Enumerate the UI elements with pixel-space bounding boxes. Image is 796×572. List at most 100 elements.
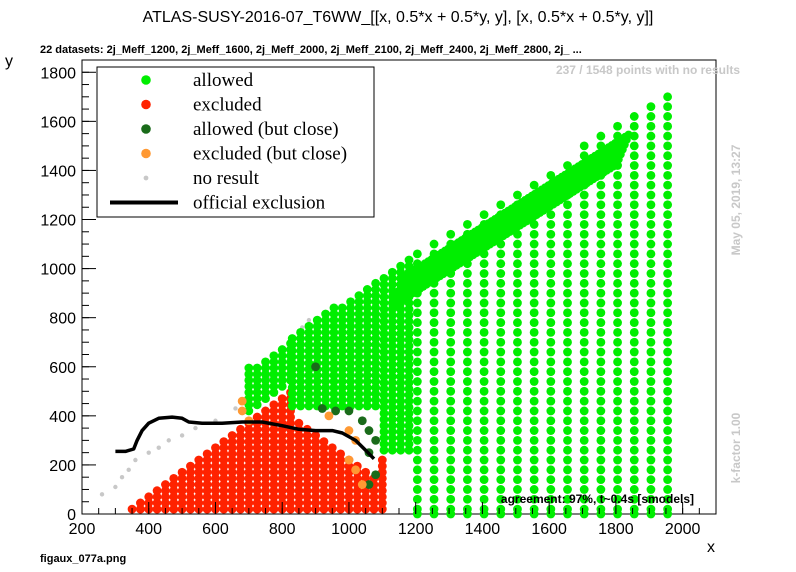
point-excluded bbox=[169, 498, 179, 508]
point-excluded bbox=[319, 443, 329, 453]
point-allowed bbox=[277, 345, 287, 354]
point-excluded bbox=[319, 449, 329, 459]
point-excluded bbox=[252, 486, 262, 496]
point-allowed bbox=[613, 229, 622, 239]
point-allowed bbox=[613, 288, 622, 298]
point-excluded bbox=[361, 467, 371, 477]
point-allowed bbox=[563, 229, 572, 239]
point-excluded bbox=[352, 474, 362, 483]
point-allowed bbox=[354, 340, 364, 350]
point-allowed bbox=[463, 367, 472, 377]
point-allowed bbox=[546, 318, 556, 327]
point-excluded bbox=[277, 443, 287, 453]
point-allowed bbox=[579, 200, 589, 210]
point-allowed bbox=[596, 259, 606, 269]
point-allowed bbox=[252, 375, 262, 385]
point-allowed bbox=[663, 170, 673, 180]
point-allowed bbox=[629, 190, 639, 200]
point-allowed bbox=[479, 259, 489, 269]
point-allowed bbox=[412, 347, 422, 357]
point-allowed bbox=[546, 435, 556, 445]
point-allowed bbox=[663, 337, 673, 347]
point-allowed bbox=[663, 298, 673, 308]
point-allowed bbox=[354, 352, 364, 362]
point-excluded bbox=[327, 474, 337, 483]
point-excluded bbox=[294, 492, 304, 502]
point-excluded bbox=[219, 449, 229, 459]
point-allowed bbox=[529, 308, 539, 318]
point-allowed bbox=[663, 328, 673, 337]
point-allowed bbox=[546, 386, 556, 396]
point-allowed bbox=[404, 366, 414, 375]
point-allowed bbox=[529, 465, 539, 475]
point-no-result bbox=[113, 484, 118, 490]
point-allowed bbox=[446, 426, 456, 435]
point-allowed bbox=[646, 180, 656, 190]
point-allowed bbox=[663, 210, 673, 220]
point-allowed bbox=[629, 220, 639, 229]
legend-marker-excluded_close bbox=[141, 148, 151, 159]
point-allowed bbox=[371, 297, 381, 307]
point-allowed bbox=[629, 318, 639, 327]
point-excluded bbox=[244, 467, 254, 477]
point-excluded bbox=[269, 504, 279, 514]
point-allowed bbox=[596, 465, 606, 475]
point-allowed bbox=[404, 433, 414, 443]
point-allowed bbox=[513, 347, 522, 357]
point-allowed bbox=[579, 220, 589, 229]
point-excluded bbox=[319, 504, 329, 514]
point-excluded bbox=[236, 424, 245, 434]
point-allowed bbox=[529, 249, 539, 259]
point-excluded bbox=[311, 461, 320, 471]
point-allowed bbox=[244, 381, 254, 391]
point-excluded bbox=[252, 504, 262, 514]
point-allowed bbox=[629, 151, 639, 161]
point-allowed bbox=[596, 485, 606, 494]
point-allowed bbox=[579, 249, 589, 259]
point-excluded bbox=[344, 486, 354, 496]
point-allowed bbox=[513, 377, 522, 386]
point-allowed bbox=[429, 485, 439, 494]
point-allowed bbox=[296, 340, 305, 350]
point-allowed bbox=[563, 288, 572, 298]
point-allowed bbox=[463, 416, 472, 426]
point-excluded bbox=[161, 486, 170, 496]
point-allowed bbox=[479, 406, 489, 416]
point-allowed bbox=[412, 509, 422, 519]
point-allowed bbox=[304, 401, 314, 411]
point-allowed bbox=[613, 278, 622, 288]
point-excluded bbox=[186, 486, 195, 496]
point-allowed bbox=[663, 200, 673, 210]
point-allowed bbox=[387, 316, 397, 326]
point-excluded bbox=[302, 437, 312, 447]
point-allowed bbox=[404, 347, 414, 357]
point-allowed bbox=[613, 435, 622, 445]
point-allowed bbox=[596, 337, 606, 347]
point-allowed bbox=[304, 334, 314, 343]
point-allowed bbox=[387, 274, 397, 283]
point-allowed bbox=[513, 190, 522, 200]
point-allowed bbox=[579, 465, 589, 475]
point-allowed bbox=[563, 386, 572, 396]
point-excluded bbox=[269, 461, 279, 471]
point-allowed bbox=[362, 389, 372, 399]
point-excluded bbox=[311, 480, 320, 489]
point-allowed bbox=[329, 377, 339, 386]
point-allowed bbox=[446, 435, 456, 445]
point-excluded bbox=[294, 461, 304, 471]
point-allowed bbox=[596, 190, 606, 200]
point-allowed bbox=[329, 370, 339, 380]
point-allowed bbox=[346, 389, 356, 399]
point-allowed bbox=[596, 220, 606, 229]
point-allowed bbox=[463, 278, 472, 288]
point-allowed bbox=[579, 347, 589, 357]
point-allowed bbox=[446, 347, 456, 357]
point-allowed bbox=[463, 220, 472, 229]
point-allowed bbox=[496, 249, 506, 259]
point-allowed bbox=[496, 475, 506, 485]
point-allowed bbox=[646, 278, 656, 288]
point-allowed bbox=[404, 384, 414, 394]
point-allowed bbox=[629, 465, 639, 475]
point-allowed bbox=[387, 402, 397, 412]
point-allowed bbox=[596, 347, 606, 357]
